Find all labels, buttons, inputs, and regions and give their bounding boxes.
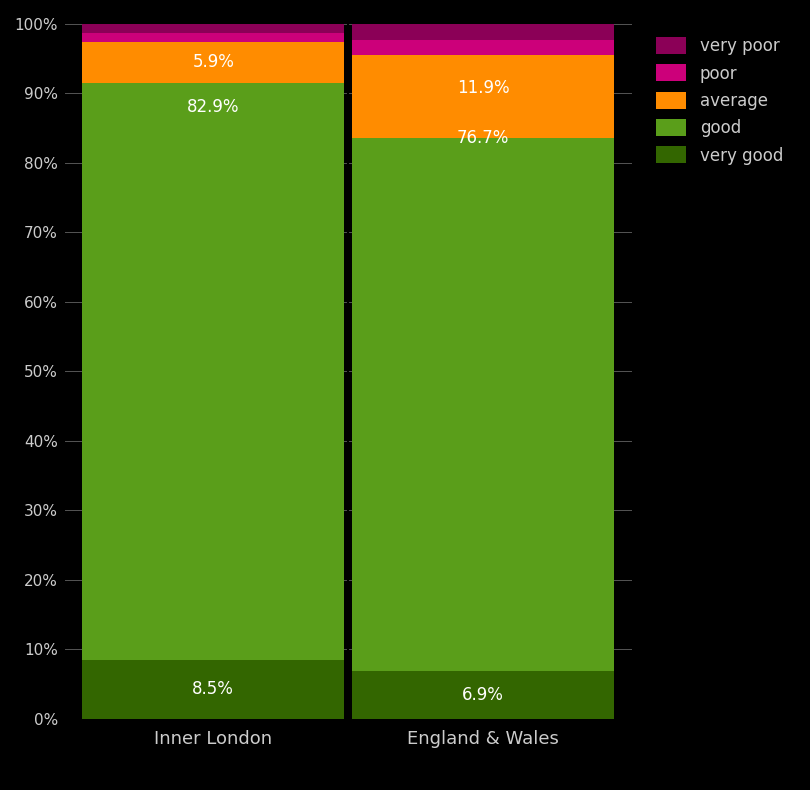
Bar xyxy=(352,24,614,40)
Text: 82.9%: 82.9% xyxy=(187,98,240,116)
Text: 5.9%: 5.9% xyxy=(192,53,234,71)
Bar xyxy=(352,137,614,671)
Bar xyxy=(83,32,344,43)
Text: 76.7%: 76.7% xyxy=(457,130,509,148)
Bar xyxy=(83,660,344,719)
Text: 11.9%: 11.9% xyxy=(457,79,509,96)
Bar xyxy=(83,24,344,32)
Text: 8.5%: 8.5% xyxy=(192,680,234,698)
Legend: very poor, poor, average, good, very good: very poor, poor, average, good, very goo… xyxy=(651,32,788,170)
Bar xyxy=(352,40,614,55)
Bar xyxy=(352,671,614,719)
Bar xyxy=(83,84,344,660)
Bar xyxy=(352,55,614,137)
Text: 6.9%: 6.9% xyxy=(463,686,505,704)
Bar xyxy=(83,43,344,84)
